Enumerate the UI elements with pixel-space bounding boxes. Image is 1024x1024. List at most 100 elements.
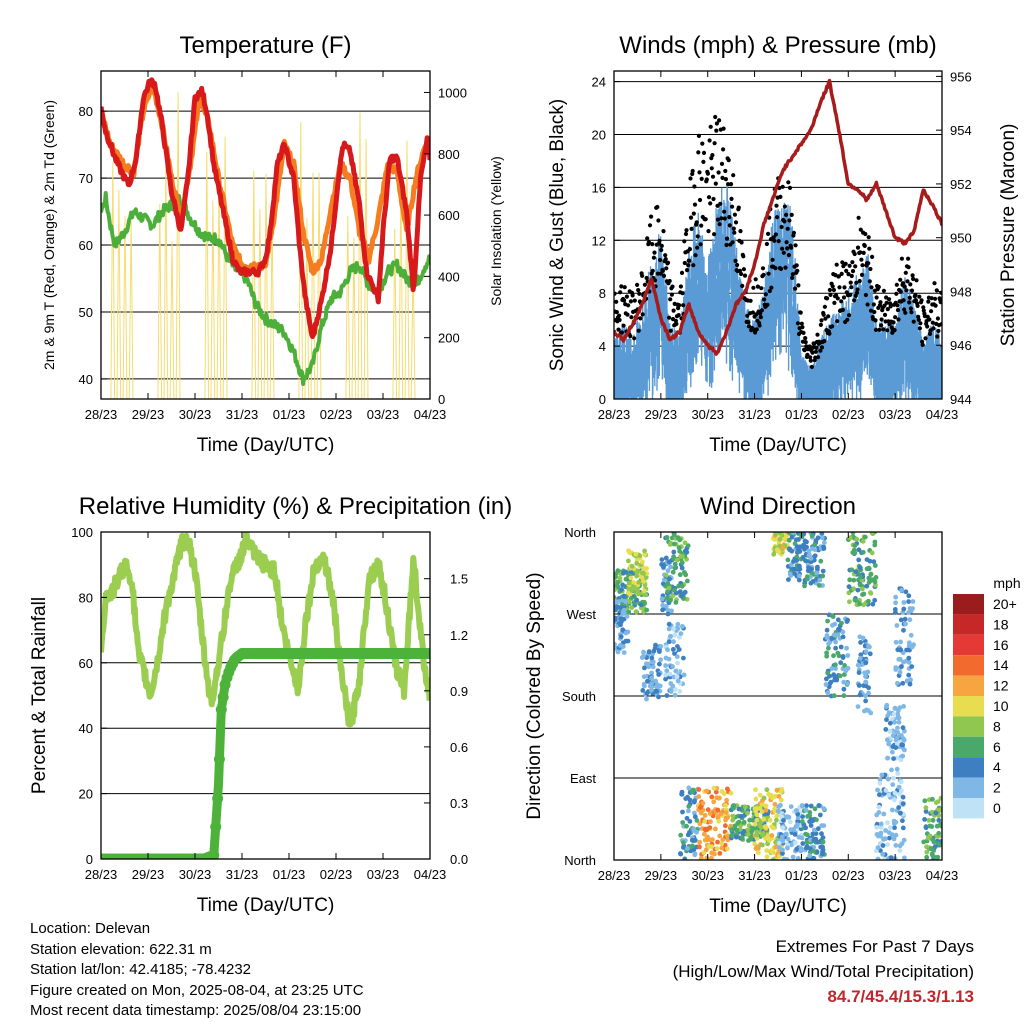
direction-point bbox=[760, 843, 765, 848]
direction-point bbox=[906, 599, 911, 604]
gust-point bbox=[722, 210, 726, 214]
direction-point bbox=[809, 556, 814, 561]
gust-point bbox=[685, 268, 689, 272]
y-axis-label: 2m & 9m T (Red, Orange) & 2m Td (Green) bbox=[41, 100, 57, 370]
gust-point bbox=[926, 300, 930, 304]
direction-point bbox=[898, 670, 903, 675]
direction-point bbox=[936, 818, 941, 823]
gust-point bbox=[733, 213, 737, 217]
gust-point bbox=[795, 269, 799, 273]
direction-point bbox=[809, 823, 814, 828]
gust-point bbox=[625, 313, 629, 317]
gust-point bbox=[718, 202, 722, 206]
gust-point bbox=[866, 302, 870, 306]
direction-point bbox=[901, 725, 906, 730]
gust-point bbox=[781, 185, 785, 189]
gust-point bbox=[761, 266, 765, 270]
direction-point bbox=[838, 660, 843, 665]
gust-point bbox=[786, 180, 790, 184]
direction-point bbox=[724, 798, 729, 803]
direction-point bbox=[924, 850, 929, 855]
direction-point bbox=[787, 546, 792, 551]
precip-point bbox=[212, 793, 223, 804]
gust-point bbox=[708, 138, 712, 142]
gust-point bbox=[701, 160, 705, 164]
direction-point bbox=[765, 836, 770, 841]
direction-point bbox=[805, 574, 810, 579]
direction-point bbox=[870, 551, 875, 556]
direction-point bbox=[780, 545, 785, 550]
direction-point bbox=[658, 644, 663, 649]
y-axis-label: Percent & Total Rainfall bbox=[29, 597, 50, 794]
gust-point bbox=[735, 263, 739, 267]
direction-point bbox=[924, 805, 929, 810]
direction-point bbox=[902, 748, 907, 753]
gust-point bbox=[723, 216, 727, 220]
y-axis-right-label: Solar Insolation (Yellow) bbox=[488, 156, 504, 306]
direction-point bbox=[643, 593, 648, 598]
gust-point bbox=[823, 305, 827, 309]
direction-point bbox=[671, 570, 676, 575]
direction-point bbox=[693, 814, 698, 819]
direction-point bbox=[906, 673, 911, 678]
gust-point bbox=[684, 228, 688, 232]
gust-point bbox=[909, 306, 913, 310]
gust-point bbox=[738, 229, 742, 233]
direction-point bbox=[867, 645, 872, 650]
direction-point bbox=[900, 743, 905, 748]
gust-point bbox=[860, 273, 864, 277]
direction-point bbox=[664, 656, 669, 661]
extremes-title: Extremes For Past 7 Days bbox=[673, 934, 974, 959]
direction-point bbox=[672, 588, 677, 593]
direction-point bbox=[754, 797, 759, 802]
direction-point bbox=[628, 576, 633, 581]
direction-point bbox=[725, 846, 730, 851]
series-relative-humidity bbox=[101, 532, 430, 724]
direction-point bbox=[856, 588, 861, 593]
direction-point bbox=[768, 818, 773, 823]
direction-point bbox=[668, 634, 673, 639]
gust-point bbox=[847, 313, 851, 317]
direction-point bbox=[873, 579, 878, 584]
direction-point bbox=[893, 610, 898, 615]
direction-point bbox=[685, 579, 690, 584]
direction-point bbox=[719, 841, 724, 846]
direction-point bbox=[660, 597, 665, 602]
gust-point bbox=[635, 283, 639, 287]
gust-point bbox=[775, 215, 779, 219]
gust-point bbox=[705, 177, 709, 181]
gust-point bbox=[803, 336, 807, 340]
gust-point bbox=[693, 253, 697, 257]
legend-label: 2 bbox=[993, 780, 1001, 796]
gust-point bbox=[737, 206, 741, 210]
legend-label: 14 bbox=[993, 657, 1009, 673]
gust-point bbox=[928, 332, 932, 336]
direction-point bbox=[630, 564, 635, 569]
location-text: Location: Delevan bbox=[30, 919, 364, 940]
legend-swatch bbox=[953, 798, 984, 818]
direction-point bbox=[677, 538, 682, 543]
direction-point bbox=[680, 820, 685, 825]
y-axis-right-label: Station Pressure (Maroon) bbox=[998, 124, 1019, 347]
precip-point bbox=[218, 692, 229, 703]
direction-point bbox=[900, 818, 905, 823]
gust-point bbox=[850, 274, 854, 278]
direction-point bbox=[673, 693, 678, 698]
gust-point bbox=[891, 320, 895, 324]
gust-point bbox=[645, 276, 649, 280]
gust-point bbox=[717, 118, 721, 122]
gust-point bbox=[788, 186, 792, 190]
direction-point bbox=[750, 829, 755, 834]
x-tick-label: 31/23 bbox=[226, 407, 259, 422]
direction-point bbox=[853, 543, 858, 548]
gust-point bbox=[780, 247, 784, 251]
gust-point bbox=[905, 279, 909, 283]
x-tick-label: 29/23 bbox=[645, 868, 678, 883]
gust-point bbox=[669, 329, 673, 333]
direction-point bbox=[713, 827, 718, 832]
direction-point bbox=[893, 745, 898, 750]
direction-point bbox=[934, 800, 939, 805]
x-tick-label: 28/23 bbox=[598, 868, 631, 883]
direction-point bbox=[901, 660, 906, 665]
direction-point bbox=[765, 854, 770, 859]
